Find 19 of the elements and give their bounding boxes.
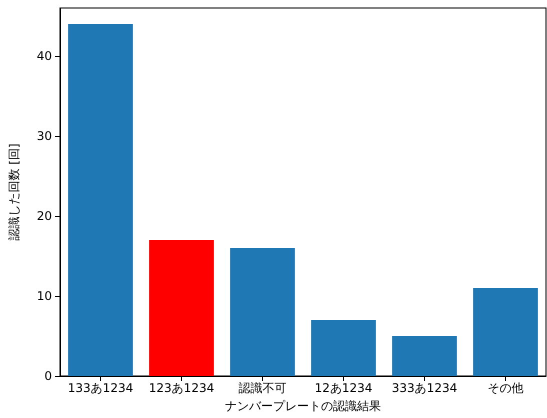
bar: [392, 336, 457, 376]
bar: [68, 24, 133, 376]
bar: [149, 240, 214, 376]
x-tick-label: 12あ1234: [314, 381, 372, 395]
x-tick-label: 333あ1234: [392, 381, 458, 395]
y-tick-label: 20: [36, 209, 52, 223]
bar: [311, 320, 376, 376]
x-tick-label: 133あ1234: [68, 381, 134, 395]
x-axis-title: ナンバープレートの認識結果: [225, 399, 381, 413]
bar: [230, 248, 295, 376]
x-tick-label: 認識不可: [238, 381, 286, 395]
y-tick-label: 10: [36, 289, 52, 303]
bar: [473, 288, 538, 376]
y-tick-label: 0: [44, 369, 52, 383]
y-axis-title: 認識した回数 [回]: [7, 143, 21, 241]
x-tick-label: その他: [488, 381, 524, 395]
x-tick-label: 123あ1234: [148, 381, 214, 395]
y-tick-label: 40: [36, 49, 52, 63]
y-tick-label: 30: [36, 129, 52, 143]
